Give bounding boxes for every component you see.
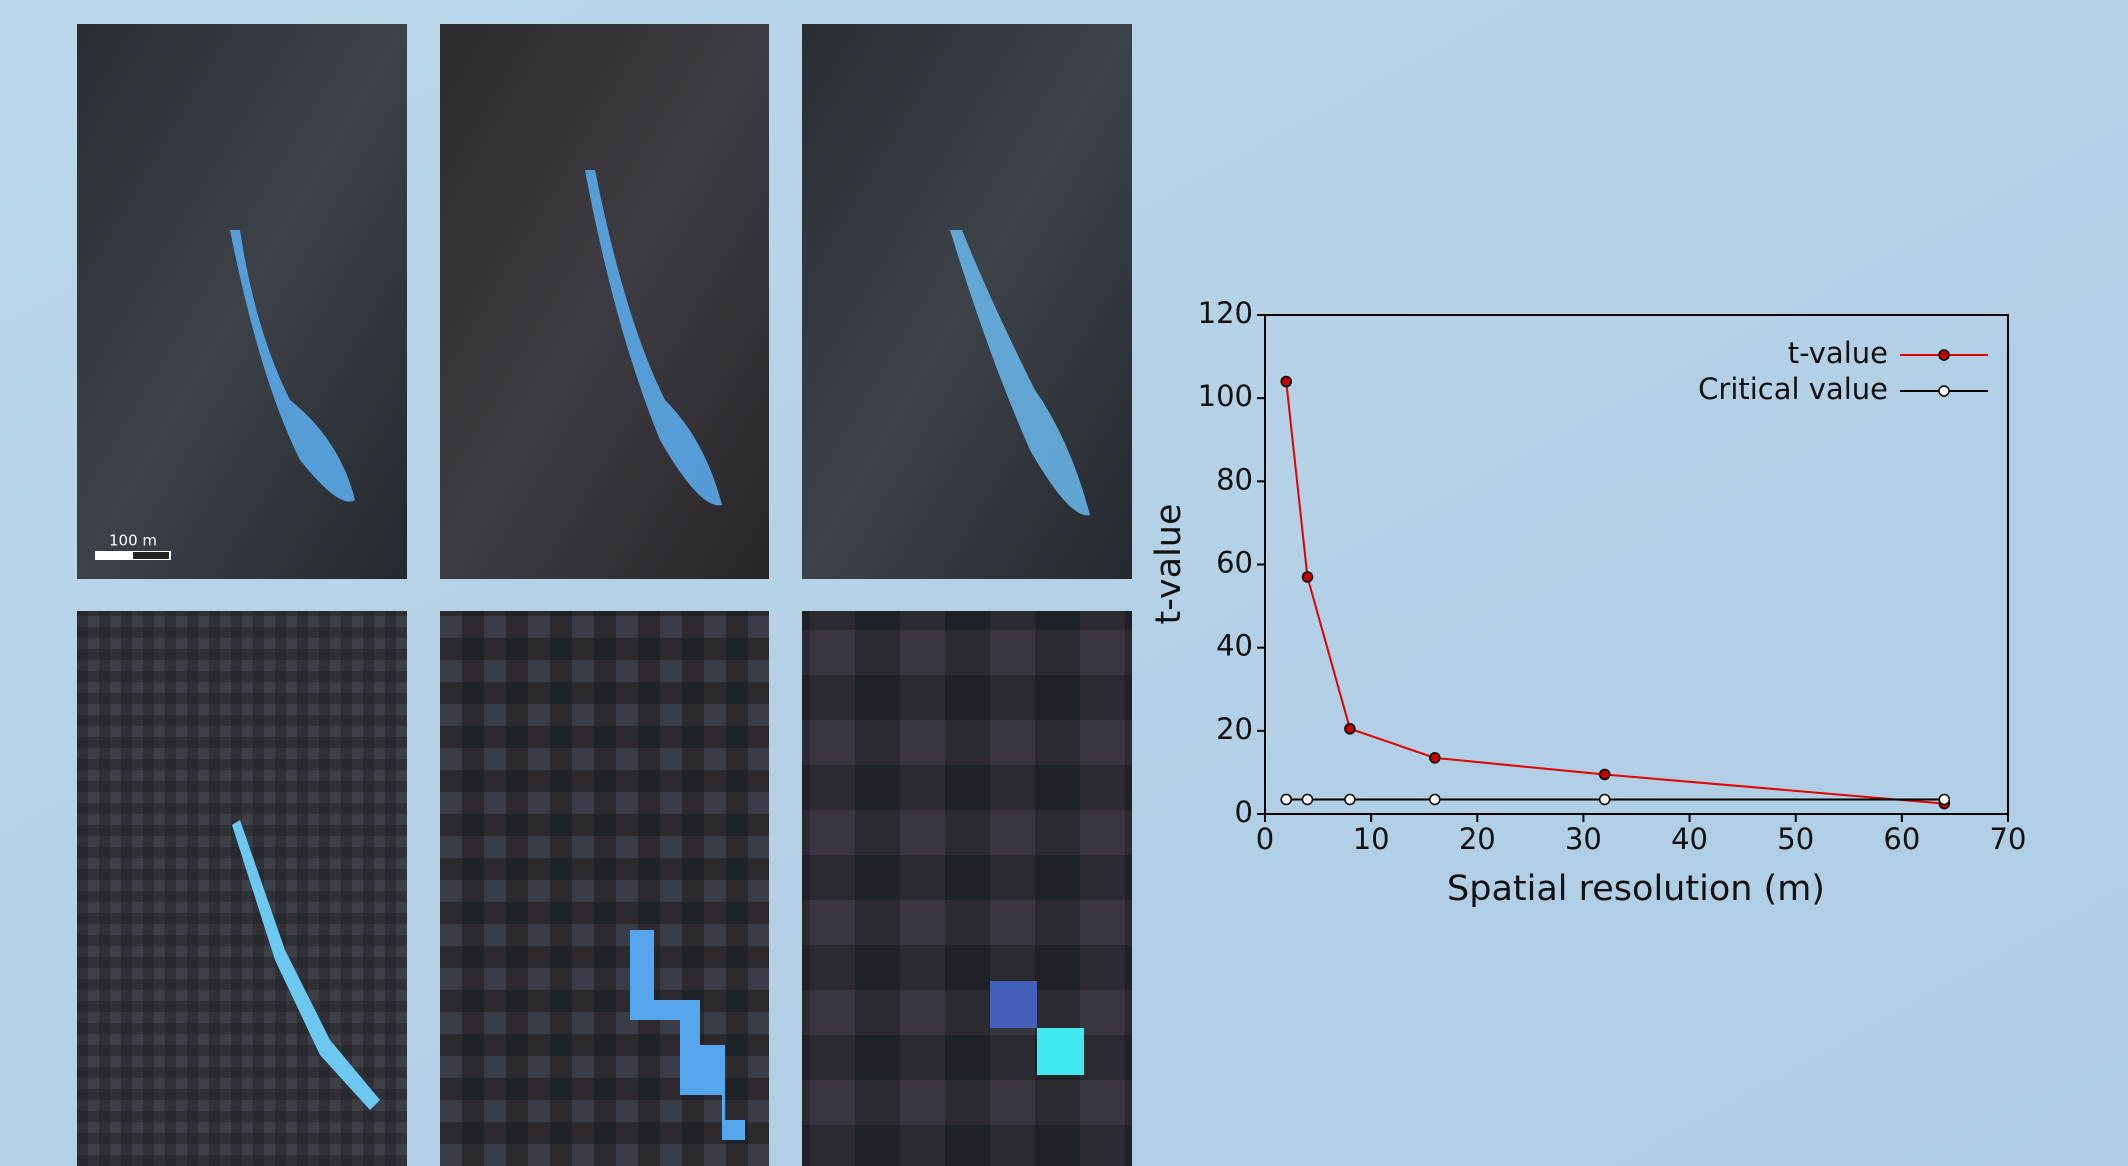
series-marker [1600, 769, 1610, 779]
x-axis-label: Spatial resolution (m) [1447, 869, 1825, 909]
y-tick-label: 60 [1216, 546, 1253, 580]
series-marker [1281, 794, 1291, 804]
x-tick-label: 10 [1353, 822, 1390, 856]
series-marker [1302, 572, 1312, 582]
scale-bar-label: 100 m [109, 532, 157, 550]
series-marker [1345, 724, 1355, 734]
x-tick-label: 0 [1256, 822, 1274, 856]
y-tick-label: 40 [1216, 629, 1253, 663]
plume-pixel [1037, 1028, 1084, 1075]
y-axis-label: t-value [1149, 503, 1189, 624]
x-tick-label: 20 [1459, 822, 1496, 856]
x-tick-label: 70 [1990, 822, 2027, 856]
y-tick-label: 120 [1198, 296, 1253, 330]
legend-label: t-value [1788, 336, 1888, 370]
series-marker [1281, 377, 1291, 387]
legend-label: Critical value [1698, 372, 1888, 406]
series-marker [1430, 753, 1440, 763]
image-panel [77, 24, 407, 579]
series-marker [1600, 794, 1610, 804]
image-panel [440, 24, 769, 579]
legend-marker [1939, 386, 1949, 396]
y-tick-label: 20 [1216, 712, 1253, 746]
series-marker [1939, 794, 1949, 804]
x-tick-label: 30 [1565, 822, 1602, 856]
scale-bar [133, 552, 169, 559]
x-tick-label: 40 [1671, 822, 1708, 856]
plume-pixel [990, 981, 1037, 1028]
series-marker [1345, 794, 1355, 804]
y-tick-label: 80 [1216, 462, 1253, 496]
x-tick-label: 50 [1777, 822, 1814, 856]
series-marker [1430, 794, 1440, 804]
legend-marker [1939, 350, 1949, 360]
figure: 100 m Spatial resolution (m) t-value 0 10… [0, 0, 2128, 1166]
x-tick-label: 60 [1883, 822, 1920, 856]
image-panel [802, 611, 1132, 1166]
series-marker [1302, 794, 1312, 804]
y-tick-label: 100 [1198, 379, 1253, 413]
y-tick-label: 0 [1235, 795, 1253, 829]
